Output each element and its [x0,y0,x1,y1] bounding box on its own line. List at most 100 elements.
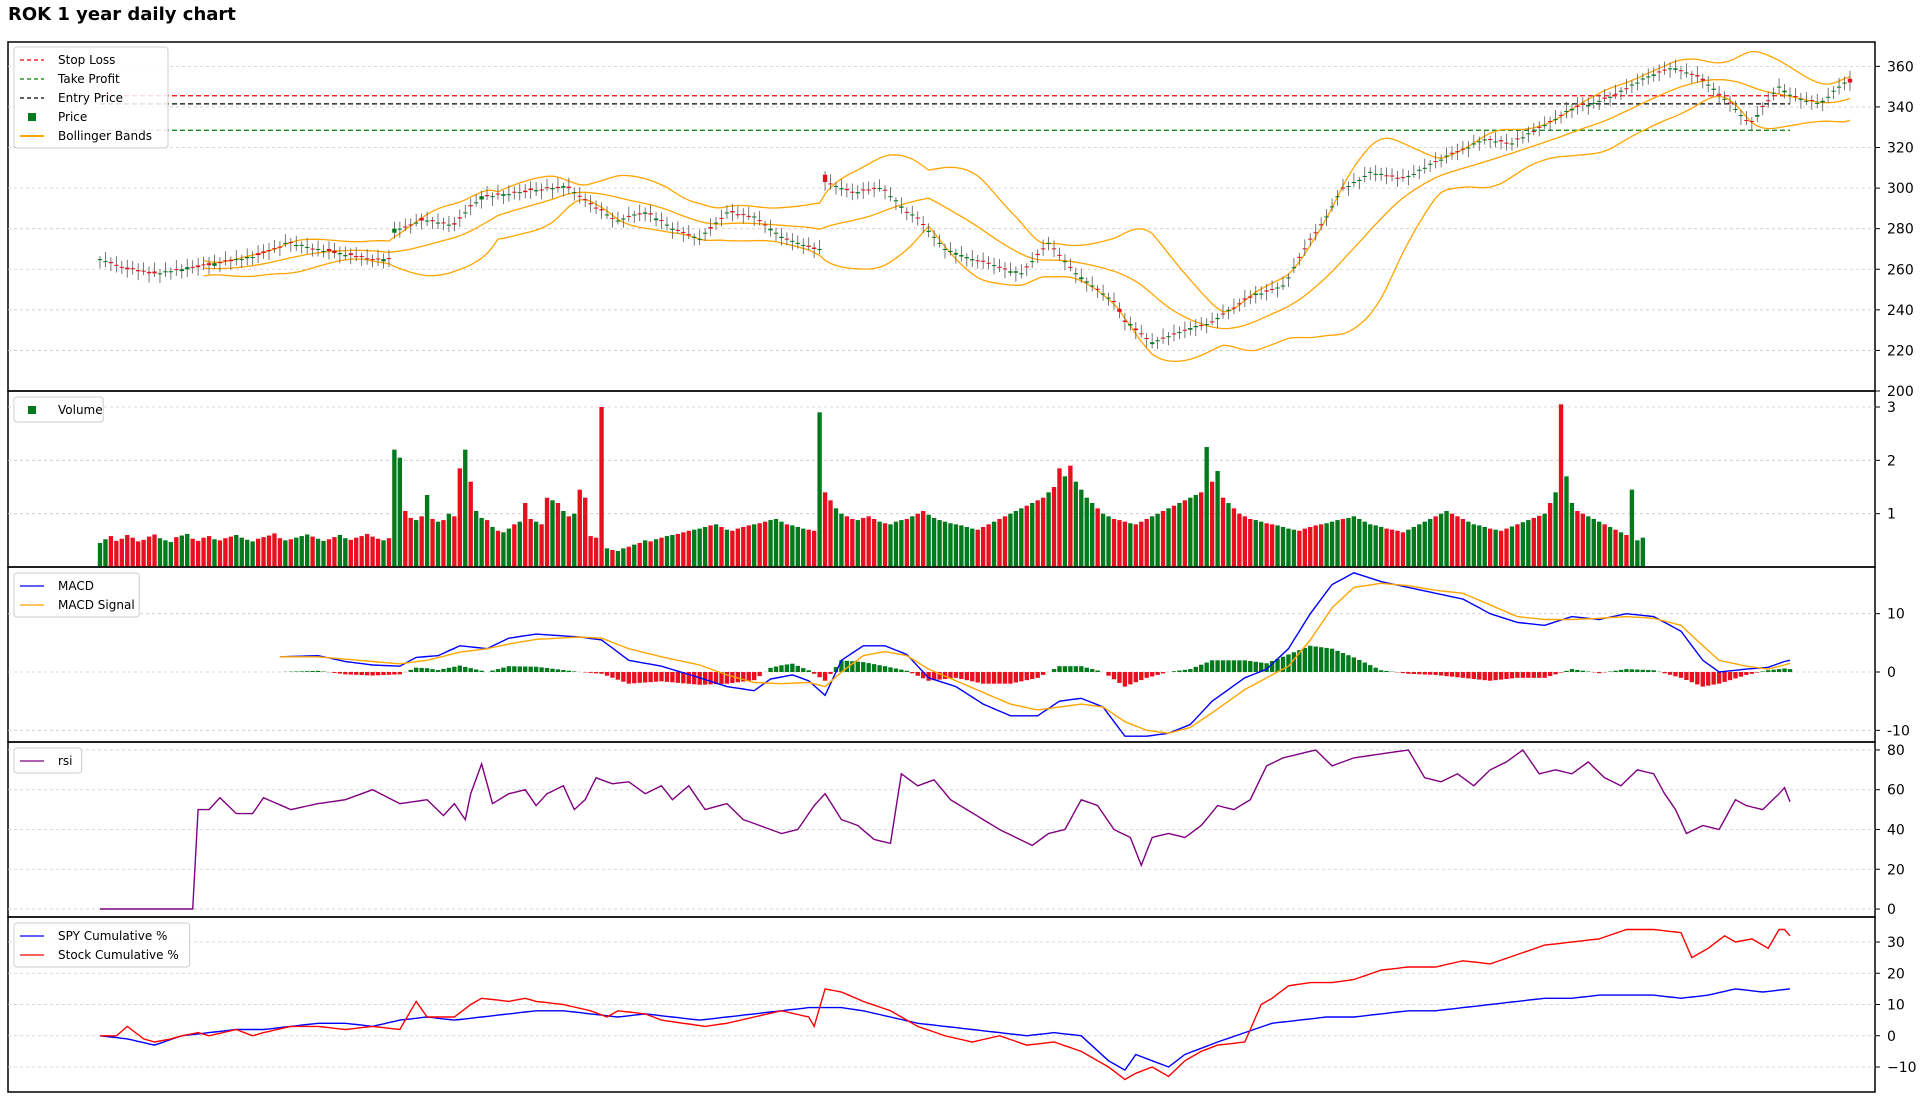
volume-bar [1024,505,1029,567]
macd-histogram-bar [1428,672,1433,675]
volume-bar [621,548,626,567]
price-panel: 200 220 240 260 280 300 320 340 360 Stop Loss Take… [7,41,1914,400]
macd-histogram-bar [937,672,942,680]
volume-bar [1640,537,1645,567]
volume-bar [1106,516,1111,567]
volume-bar [1264,523,1269,567]
volume-bar [146,536,152,567]
volume-bar [272,533,277,567]
volume-bar [1395,530,1400,567]
macd-histogram-bar [997,672,1002,684]
candle-body [1755,115,1760,117]
macd-histogram-bar [506,666,512,672]
volume-bar [119,538,124,567]
candle-body [473,202,479,204]
macd-histogram-bar [702,672,708,685]
macd-histogram-bar [294,671,299,672]
volume-bar [866,516,871,567]
volume-bar [1569,503,1575,567]
candle-body [1128,324,1133,326]
macd-histogram-bar [1547,672,1553,677]
volume-bar [980,527,986,567]
volume-bar [931,517,937,567]
candle-body [855,192,860,194]
candle-body [1422,167,1427,169]
candle-body [1820,100,1825,103]
candle-body [653,218,659,221]
candle-body [910,214,915,216]
volume-bar [702,527,708,567]
candle-body [1695,75,1700,77]
candle-body [1651,74,1656,76]
volume-bar [130,537,135,567]
candle-body [1520,137,1526,139]
volume-bar [495,530,501,567]
volume-bar [790,525,795,567]
candle-body [272,248,277,250]
candle-body [294,244,299,247]
volume-bar [1111,519,1117,567]
candle-body [1760,105,1765,107]
macd-histogram-bar [1095,670,1100,672]
macd-histogram-bar [653,672,659,682]
volume-bar [1542,513,1547,567]
volume-bar [664,536,670,567]
macd-histogram-bar [1149,672,1155,677]
y-tick-label: 30 [1887,935,1905,951]
volume-bar [1073,481,1079,567]
macd-histogram-bar [1542,672,1547,678]
candle-body [1482,139,1487,141]
candle-body [1073,273,1079,275]
candle-body [1335,196,1340,198]
candle-body [888,196,893,198]
legend-label: Stop Loss [58,53,115,67]
macd-histogram-bar [1433,672,1438,675]
macd-histogram-bar [1090,669,1095,672]
candle-body [1836,86,1842,88]
candle-body [1776,86,1782,88]
y-tick-label: 200 [1887,384,1914,400]
volume-bar [435,521,441,567]
macd-histogram-bar [866,663,871,672]
macd-histogram-bar [1231,660,1237,672]
candle-body [1024,266,1029,268]
volume-bar [991,521,997,567]
macd-histogram-bar [1782,668,1787,672]
volume-bar [752,524,757,567]
macd-histogram-bar [1493,672,1498,681]
candle-body [1302,248,1307,250]
volume-bar [899,520,904,567]
candle-body [1602,97,1607,99]
macd-histogram-bar [931,672,937,681]
volume-bar [168,541,174,567]
macd-histogram-bar [1597,672,1602,674]
candle-body [1673,68,1678,70]
candle-body [125,267,130,270]
volume-bar [964,527,969,567]
candle-body [757,220,762,222]
volume-bar [773,519,779,567]
bollinger-lower [203,95,1851,363]
candle-body [1209,321,1215,323]
y-tick-label: 0 [1887,902,1896,918]
candle-body [550,188,555,190]
macd-histogram-bar [1449,672,1455,677]
volume-bar [642,540,648,567]
candle-body [1149,342,1155,345]
volume-bar [261,537,266,567]
bollinger-middle [203,78,1851,330]
macd-histogram-bar [1024,672,1029,681]
macd-histogram-bar [1357,659,1362,672]
candle-body [675,229,681,231]
macd-histogram-bar [675,672,681,683]
candle-body [441,222,446,224]
candle-body [1433,161,1438,163]
macd-histogram-bar [1133,672,1138,683]
volume-bar [1237,513,1242,567]
macd-histogram-bar [1662,672,1667,674]
candle-body [931,236,937,238]
macd-histogram-bar [1035,672,1040,678]
volume-bar [795,527,800,567]
macd-histogram-bar [1040,672,1046,675]
volume-bar [577,489,582,567]
